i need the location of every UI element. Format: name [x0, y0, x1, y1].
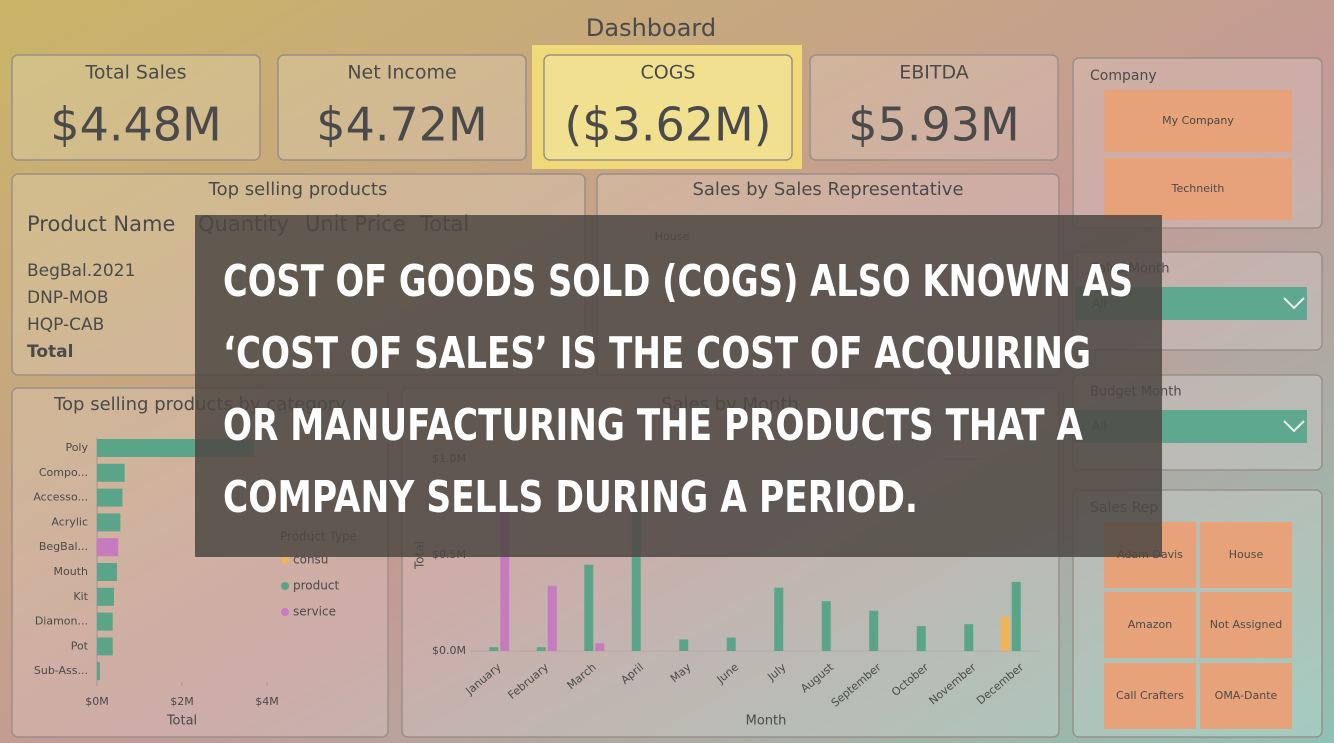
y-tick-label: Accesso...	[33, 491, 88, 504]
bar	[97, 488, 123, 507]
legend-swatch	[281, 608, 289, 616]
y-tick-label: Compo...	[39, 466, 88, 479]
kpi-value: $4.72M	[316, 98, 487, 152]
bar	[774, 587, 784, 651]
kpi-label: Net Income	[347, 62, 456, 84]
slicer-option[interactable]	[1200, 663, 1292, 729]
y-tick-label: Mouth	[54, 565, 89, 578]
axis-title: Total	[166, 714, 197, 729]
slicer-title: Company	[1090, 68, 1157, 84]
kpi-highlight	[532, 45, 802, 169]
bar	[584, 564, 594, 651]
bar	[726, 637, 736, 651]
bar	[1011, 581, 1021, 651]
bar	[1000, 616, 1010, 651]
slicer-option-label: House	[1229, 548, 1264, 561]
bar	[97, 637, 113, 656]
y-tick-label: Kit	[73, 590, 88, 603]
legend-label: service	[293, 605, 336, 619]
y-tick-label: Diamon...	[35, 615, 88, 628]
overlay-text: OR MANUFACTURING THE PRODUCTS THAT A	[223, 400, 1083, 451]
slicer-option[interactable]	[1104, 90, 1292, 152]
slicer-option-label: Amazon	[1128, 618, 1172, 631]
y-tick-label: Sub-Ass...	[34, 664, 88, 677]
row-label: Total	[27, 342, 73, 362]
overlay-text: ‘COST OF SALES’ IS THE COST OF ACQUIRING	[223, 328, 1091, 379]
slicer-option-label: Techneith	[1171, 182, 1225, 195]
slicer-option-label: My Company	[1162, 114, 1234, 127]
row-label: DNP-MOB	[27, 288, 109, 308]
bar	[97, 463, 125, 482]
bar	[97, 587, 114, 606]
x-tick-label: $2M	[170, 695, 194, 708]
slicer-option[interactable]	[1104, 663, 1196, 729]
row-label: HQP-CAB	[27, 315, 104, 335]
bar	[595, 643, 605, 651]
y-tick-label: Poly	[65, 441, 88, 454]
bar	[547, 585, 557, 651]
bar	[97, 612, 113, 631]
kpi-value: ($3.62M)	[564, 98, 771, 152]
bar	[500, 497, 510, 651]
kpi-value: $4.48M	[50, 98, 221, 152]
slicer-option[interactable]	[1104, 158, 1292, 220]
overlay-box	[195, 215, 1162, 557]
y-tick-label: Pot	[71, 639, 89, 652]
y-tick-label: Acrylic	[51, 515, 88, 528]
bar	[97, 662, 100, 681]
bar	[916, 626, 926, 651]
column-header: Product Name	[27, 212, 175, 236]
slicer-option[interactable]	[1200, 592, 1292, 658]
kpi-label: COGS	[640, 62, 695, 84]
slicer-option-label: Call Crafters	[1116, 689, 1184, 702]
x-tick-label: $4M	[255, 695, 279, 708]
kpi-card	[277, 54, 527, 161]
slicer-option-label: OMA-Dante	[1215, 689, 1278, 702]
kpi-value: $5.93M	[848, 98, 1019, 152]
kpi-card	[543, 54, 793, 161]
slicer-option-label: Not Assigned	[1210, 618, 1283, 631]
bar	[679, 639, 689, 651]
y-tick-label: $0.0M	[432, 644, 466, 657]
bar	[631, 507, 641, 651]
axis-title: Month	[746, 714, 787, 729]
bar	[489, 647, 499, 651]
kpi-card	[809, 54, 1059, 161]
kpi-card	[11, 54, 261, 161]
legend-label: product	[293, 579, 339, 593]
bar	[869, 610, 879, 651]
panel-title: Sales by Sales Representative	[692, 179, 963, 200]
overlay-text: COMPANY SELLS DURING A PERIOD.	[223, 472, 918, 523]
bar	[97, 538, 119, 557]
slicer-option[interactable]	[1200, 522, 1292, 588]
dropdown-arrow	[1283, 420, 1305, 433]
bar	[97, 563, 117, 581]
bar	[97, 513, 121, 532]
panel-title: Top selling products	[208, 179, 388, 200]
legend-swatch	[281, 582, 289, 590]
kpi-label: EBITDA	[899, 62, 969, 84]
row-label: BegBal.2021	[27, 261, 135, 281]
kpi-label: Total Sales	[85, 62, 187, 84]
overlay-text: COST OF GOODS SOLD (COGS) ALSO KNOWN AS	[223, 256, 1133, 307]
y-tick-label: BegBal...	[39, 540, 88, 553]
page-title: Dashboard	[586, 14, 716, 42]
legend-swatch	[281, 556, 289, 564]
slicer-option[interactable]	[1104, 592, 1196, 658]
bar	[821, 601, 831, 651]
bar	[964, 624, 974, 651]
x-tick-label: $0M	[85, 695, 109, 708]
bar	[536, 647, 546, 651]
dropdown-arrow	[1283, 297, 1305, 310]
